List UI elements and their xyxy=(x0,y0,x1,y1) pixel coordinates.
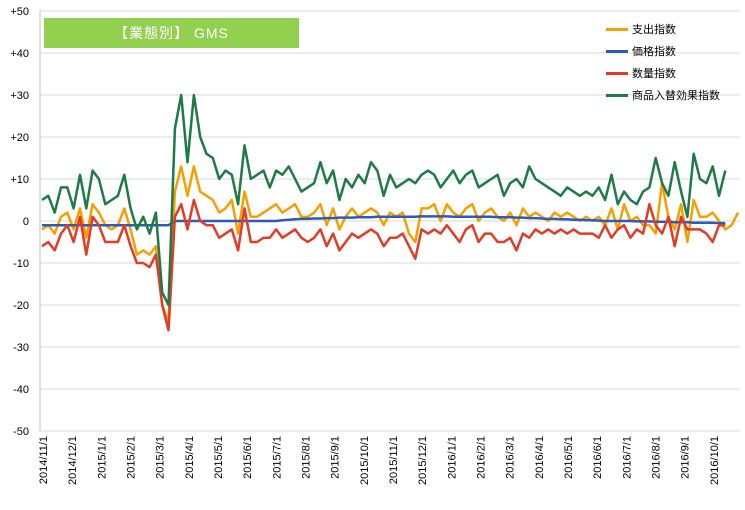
legend-swatch xyxy=(606,93,628,97)
legend-item-price: 価格指数 xyxy=(606,40,720,62)
x-tick-label: 2016/7/1 xyxy=(621,436,633,479)
y-tick-label: +40 xyxy=(10,48,29,60)
y-tick-label: -50 xyxy=(13,426,29,438)
x-tick-label: 2015/1/1 xyxy=(96,436,108,479)
x-tick-label: 2015/8/1 xyxy=(301,436,313,479)
x-tick-label: 2014/11/1 xyxy=(38,436,50,484)
y-tick-label: +30 xyxy=(10,90,29,102)
x-tick-label: 2015/10/1 xyxy=(359,436,371,485)
x-tick-label: 2016/2/1 xyxy=(476,436,488,479)
y-tick-label: -10 xyxy=(13,258,29,270)
legend-label: 価格指数 xyxy=(632,46,676,58)
legend-label: 商品入替効果指数 xyxy=(632,90,720,102)
y-tick-label: -20 xyxy=(13,300,29,312)
x-tick-label: 2016/6/1 xyxy=(592,436,604,479)
x-tick-label: 2016/5/1 xyxy=(563,436,575,479)
legend: 支出指数 価格指数 数量指数 商品入替効果指数 xyxy=(606,18,720,106)
x-tick-label: 2015/6/1 xyxy=(242,436,254,479)
series-line-3 xyxy=(41,93,727,307)
x-axis-tick-labels: 2014/11/1 2014/12/1 2015/1/1 2015/2/1 2015/3… xyxy=(38,436,721,485)
x-tick-label: 2015/11/1 xyxy=(388,436,400,484)
legend-swatch xyxy=(606,71,628,75)
x-tick-label: 2015/7/1 xyxy=(271,436,283,479)
series-lines xyxy=(41,93,740,332)
series-line-2 xyxy=(41,198,726,332)
x-tick-label: 2015/12/1 xyxy=(417,436,429,485)
y-tick-label: -30 xyxy=(13,342,29,354)
x-tick-label: 2016/9/1 xyxy=(680,436,692,479)
x-tick-label: 2015/5/1 xyxy=(213,436,225,479)
y-tick-label: 0 xyxy=(23,216,29,228)
x-tick-label: 2016/3/1 xyxy=(505,436,517,479)
legend-item-replacement: 商品入替効果指数 xyxy=(606,84,720,106)
y-tick-label: -40 xyxy=(13,384,29,396)
legend-item-quantity: 数量指数 xyxy=(606,62,720,84)
legend-label: 数量指数 xyxy=(632,68,676,80)
legend-swatch xyxy=(606,49,628,53)
chart-title: 【業態別】 GMS xyxy=(44,18,299,48)
x-tick-label: 2014/12/1 xyxy=(67,436,79,485)
legend-swatch xyxy=(606,27,628,31)
x-tick-label: 2015/2/1 xyxy=(126,436,138,479)
x-tick-label: 2015/4/1 xyxy=(184,436,196,479)
x-tick-label: 2016/8/1 xyxy=(651,436,663,479)
x-tick-label: 2016/10/1 xyxy=(709,436,721,485)
x-tick-label: 2015/3/1 xyxy=(155,436,167,479)
series-line-0 xyxy=(41,165,740,324)
x-tick-label: 2016/1/1 xyxy=(446,436,458,479)
x-tick-label: 2015/9/1 xyxy=(330,436,342,479)
legend-item-expenditure: 支出指数 xyxy=(606,18,720,40)
y-tick-label: +20 xyxy=(10,132,29,144)
y-tick-label: +10 xyxy=(10,174,29,186)
y-tick-label: +50 xyxy=(10,6,29,18)
legend-label: 支出指数 xyxy=(632,24,676,36)
y-axis-tick-labels: +50 +40 +30 +20 +10 0 -10 -20 -30 -40 -50 xyxy=(10,6,29,438)
x-tick-label: 2016/4/1 xyxy=(534,436,546,479)
